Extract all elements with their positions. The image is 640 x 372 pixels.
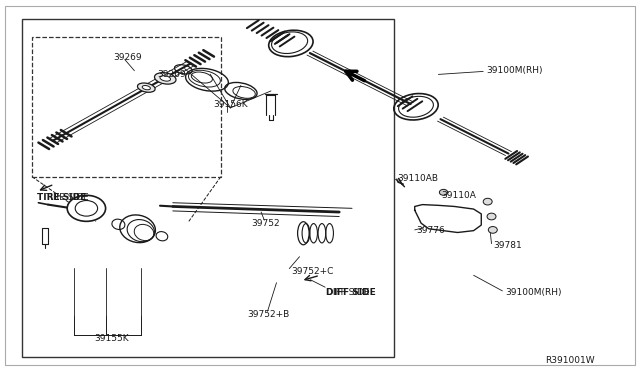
- Ellipse shape: [439, 189, 448, 195]
- Text: 39110A: 39110A: [442, 191, 476, 200]
- Ellipse shape: [160, 76, 170, 81]
- Text: 39110AB: 39110AB: [397, 174, 438, 183]
- Text: 39156K: 39156K: [213, 100, 248, 109]
- Ellipse shape: [142, 86, 150, 90]
- Text: 39752+B: 39752+B: [248, 310, 290, 319]
- Ellipse shape: [483, 198, 492, 205]
- Text: 39776: 39776: [416, 226, 445, 235]
- Text: DIFF SIDE: DIFF SIDE: [326, 288, 376, 296]
- Ellipse shape: [76, 201, 98, 216]
- Text: 39155K: 39155K: [95, 334, 129, 343]
- Ellipse shape: [487, 213, 496, 220]
- Text: 39269: 39269: [114, 53, 142, 62]
- Ellipse shape: [138, 83, 155, 92]
- Text: 39752+C: 39752+C: [291, 267, 333, 276]
- Text: DIFF SIDE: DIFF SIDE: [326, 288, 370, 296]
- Bar: [32, 37, 221, 177]
- Text: TIRE SIDE: TIRE SIDE: [45, 193, 88, 202]
- Ellipse shape: [154, 73, 176, 84]
- Text: 39100M(RH): 39100M(RH): [506, 288, 562, 296]
- Ellipse shape: [67, 195, 106, 221]
- Ellipse shape: [488, 227, 497, 233]
- Bar: [22, 19, 394, 357]
- Text: 39752: 39752: [252, 219, 280, 228]
- Text: 39781: 39781: [493, 241, 522, 250]
- Text: R391001W: R391001W: [545, 356, 595, 365]
- Text: 39269: 39269: [157, 70, 186, 79]
- Text: 39100M(RH): 39100M(RH): [486, 66, 543, 75]
- Text: TIRE SIDE: TIRE SIDE: [37, 193, 86, 202]
